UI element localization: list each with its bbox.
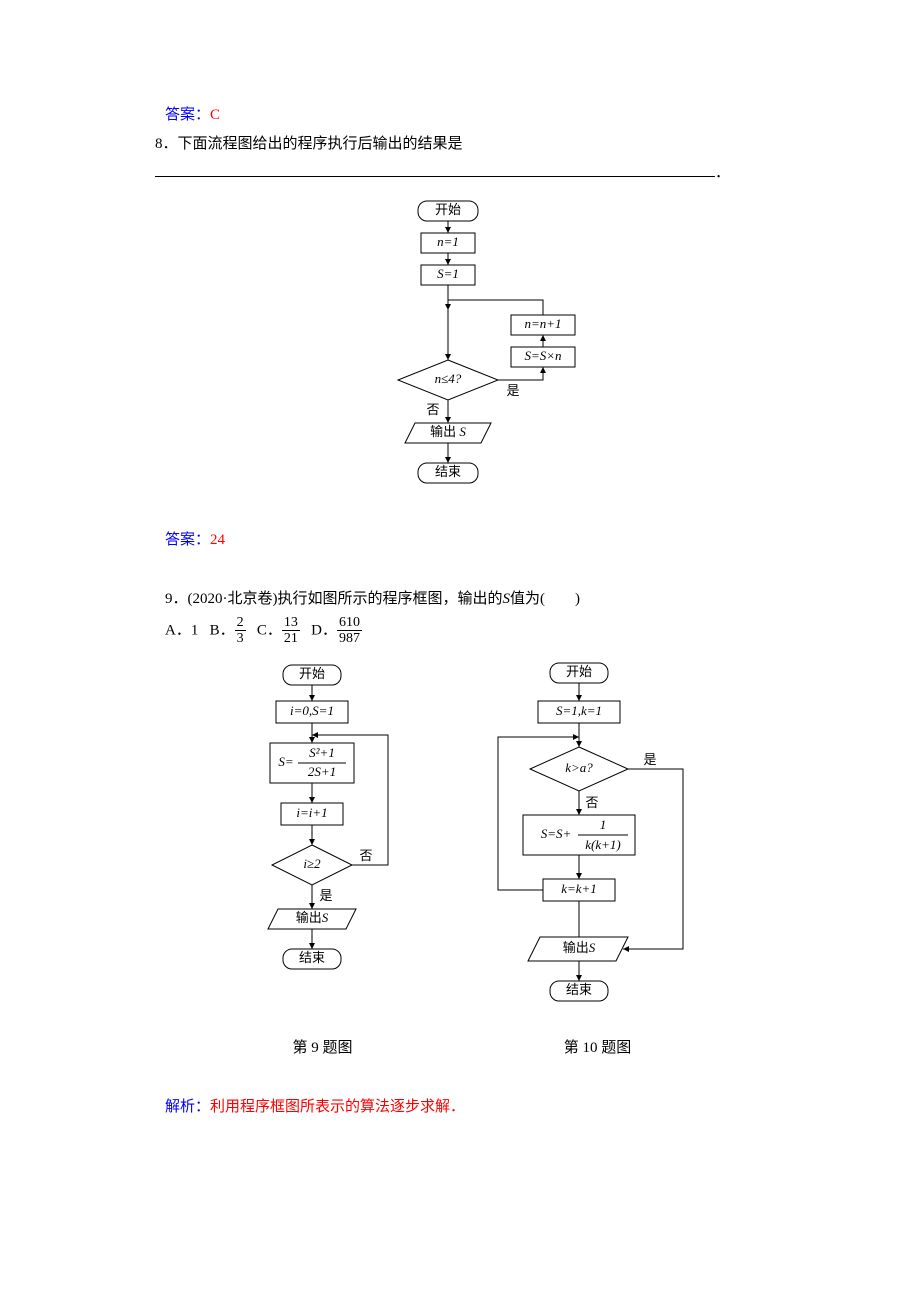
- opt-b: 23: [235, 615, 246, 647]
- fc10-dec: k>a?: [565, 760, 593, 775]
- q9-flowchart: 开始 i=0,S=1 S= S²+1 2S+1 i=i+1 i≥2: [228, 659, 418, 1029]
- fc-out-var: S: [459, 424, 466, 439]
- q9-tail: 值为( ): [510, 591, 580, 607]
- q8-answer: 答案：24: [155, 527, 790, 554]
- fc9-end: 结束: [298, 950, 324, 965]
- fc-end: 结束: [434, 464, 460, 479]
- fc-out-pre: 输出: [430, 424, 459, 439]
- q8-line: 8．下面流程图给出的程序执行后输出的结果是: [155, 131, 790, 158]
- fc10-out-var: S: [588, 940, 595, 955]
- q9-svar: S: [503, 591, 511, 607]
- fc-s1: S=1: [437, 266, 459, 281]
- svg-text:输出S: 输出S: [562, 940, 595, 955]
- fc10-num: 1: [599, 817, 606, 832]
- answer-value: 24: [210, 532, 225, 548]
- fc10-yes: 是: [643, 752, 656, 767]
- q8-number: 8．: [155, 136, 178, 152]
- q8-flowchart: 开始 n=1 S=1 n=n+1 S=S×n n≤4? 是: [155, 195, 790, 515]
- q9-source: (2020·北京卷)执行如图所示的程序框图，输出的: [188, 591, 503, 607]
- fc9-dec: i≥2: [303, 856, 321, 871]
- q7-answer: 答案：C: [155, 102, 790, 129]
- fc10-no: 否: [585, 795, 598, 810]
- q9-number: 9．: [165, 591, 188, 607]
- q8-tail: ．: [715, 165, 730, 181]
- fc-start: 开始: [434, 202, 460, 217]
- svg-text:输出 S: 输出 S: [430, 424, 466, 439]
- fc-mul: S=S×n: [524, 348, 561, 363]
- answer-label: 答案：: [165, 107, 210, 123]
- answer-label: 答案：: [165, 532, 210, 548]
- page: 答案：C 8．下面流程图给出的程序执行后输出的结果是 ． 开始 n=1 S=1: [0, 0, 920, 1183]
- fc9-start: 开始: [298, 666, 324, 681]
- fc10-lhs: S=S+: [540, 826, 571, 841]
- fc9-out-var: S: [321, 910, 328, 925]
- svg-text:输出S: 输出S: [295, 910, 328, 925]
- spacer: [155, 1062, 790, 1092]
- q8-prompt: 下面流程图给出的程序执行后输出的结果是: [178, 136, 463, 152]
- opt-a: 1: [191, 622, 199, 638]
- analysis-text: 利用程序框图所表示的算法逐步求解．: [210, 1099, 465, 1115]
- q9-caption: 第 9 题图: [228, 1035, 418, 1062]
- fc9-out-pre: 输出: [295, 910, 321, 925]
- opt-c: 1321: [282, 615, 300, 647]
- blank-underline: [155, 161, 715, 177]
- analysis-line: 解析：利用程序框图所表示的算法逐步求解．: [155, 1094, 790, 1121]
- analysis-label: 解析：: [165, 1099, 210, 1115]
- fc9-den: 2S+1: [307, 764, 335, 779]
- answer-value: C: [210, 107, 220, 123]
- q9-options: A．1 B．23 C．1321 D．610987: [155, 615, 790, 647]
- flowchart-row: 开始 i=0,S=1 S= S²+1 2S+1 i=i+1 i≥2: [155, 659, 790, 1029]
- fc-ninc: n=n+1: [524, 316, 561, 331]
- caption-row: 第 9 题图 第 10 题图: [155, 1035, 790, 1062]
- fc10-den: k(k+1): [585, 837, 620, 852]
- fc10-out-pre: 输出: [562, 940, 588, 955]
- q9-line: 9．(2020·北京卷)执行如图所示的程序框图，输出的S值为( ): [155, 586, 790, 613]
- fc9-no: 否: [359, 848, 372, 863]
- fc-n1: n=1: [437, 234, 459, 249]
- opt-d: 610987: [337, 615, 362, 647]
- fc9-inc: i=i+1: [296, 805, 327, 820]
- fc-yes: 是: [506, 383, 519, 398]
- fc10-inc: k=k+1: [561, 881, 597, 896]
- fc-dec: n≤4?: [434, 371, 461, 386]
- fc9-lhs: S=: [278, 754, 293, 769]
- fc10-start: 开始: [565, 664, 591, 679]
- fc9-yes: 是: [319, 888, 332, 903]
- q8-blank-line: ．: [155, 160, 790, 187]
- fc10-init: S=1,k=1: [555, 703, 601, 718]
- fc10-end: 结束: [565, 982, 591, 997]
- q10-flowchart: 开始 S=1,k=1 k>a? 是 否 S=S+ 1: [478, 659, 718, 1029]
- fc9-num: S²+1: [309, 745, 335, 760]
- fc-no: 否: [426, 402, 439, 417]
- spacer: [155, 556, 790, 584]
- q10-caption: 第 10 题图: [478, 1035, 718, 1062]
- fc9-init: i=0,S=1: [290, 703, 334, 718]
